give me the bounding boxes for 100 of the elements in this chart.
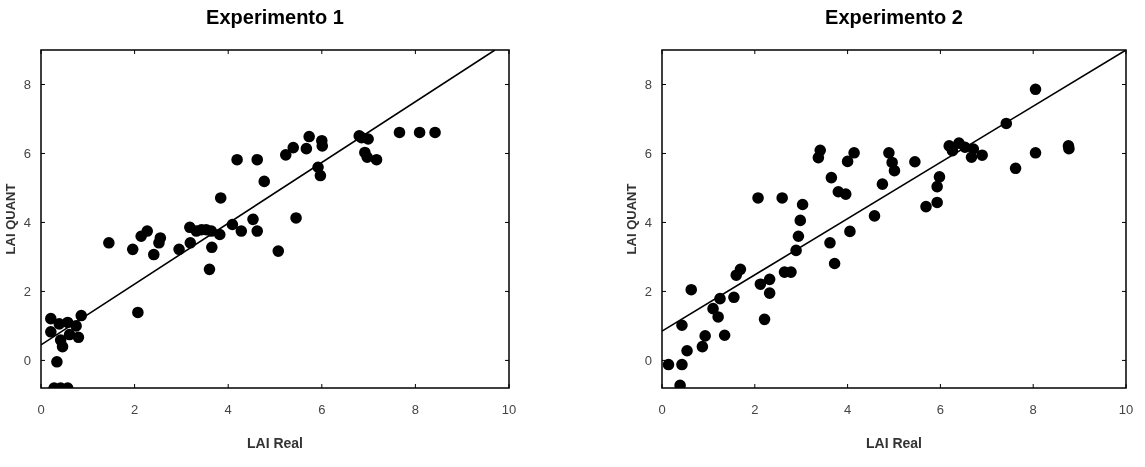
point <box>752 192 764 204</box>
point <box>1029 83 1042 96</box>
y-axis-title: LAI QUANT <box>624 183 639 255</box>
x-tick-label: 6 <box>936 402 945 417</box>
point <box>51 356 63 368</box>
point <box>290 212 302 224</box>
x-tick-label: 4 <box>843 402 852 417</box>
point <box>967 143 980 155</box>
point <box>728 291 740 304</box>
point <box>699 330 711 342</box>
point <box>825 171 838 184</box>
point <box>754 278 767 290</box>
point <box>251 153 264 166</box>
point <box>712 311 724 323</box>
y-tick-label: 2 <box>23 283 31 299</box>
point <box>976 149 988 161</box>
x-tick-label: 0 <box>37 402 45 417</box>
y-tick-label: 2 <box>644 283 652 299</box>
y-tick-label: 8 <box>644 77 652 93</box>
point <box>154 232 167 244</box>
point <box>214 192 227 204</box>
point <box>413 126 426 139</box>
y-tick-label: 6 <box>644 146 652 162</box>
point <box>429 126 441 139</box>
point <box>361 151 373 164</box>
y-tick-label: 0 <box>644 352 652 368</box>
point <box>707 302 719 315</box>
point <box>393 126 406 139</box>
point <box>287 141 300 154</box>
point <box>1029 146 1042 159</box>
point <box>758 313 771 326</box>
point <box>876 178 889 190</box>
point <box>147 248 160 261</box>
x-tick-label: 2 <box>130 402 139 417</box>
y-tick-label: 4 <box>23 215 31 230</box>
point <box>841 155 854 168</box>
point <box>718 329 731 342</box>
point <box>909 155 921 168</box>
point <box>888 164 901 177</box>
point <box>235 225 248 237</box>
point <box>794 214 807 227</box>
x-tick-label: 8 <box>1029 402 1037 417</box>
point <box>839 188 852 200</box>
point <box>734 263 747 276</box>
point <box>814 144 827 157</box>
point <box>126 243 139 256</box>
x-tick-label: 8 <box>411 402 420 417</box>
point <box>763 273 776 286</box>
y-axis-title: LAI QUANT <box>3 183 18 255</box>
point <box>279 149 292 161</box>
x-axis-title: LAI Real <box>246 435 304 451</box>
point <box>213 228 226 241</box>
point <box>231 153 243 166</box>
x-tick-label: 0 <box>658 402 666 417</box>
chart-title: Experimento 2 <box>825 6 963 28</box>
point <box>931 180 943 193</box>
point <box>920 200 932 213</box>
point <box>247 213 259 226</box>
point <box>662 358 675 371</box>
point <box>676 319 688 332</box>
point <box>72 331 85 344</box>
point <box>676 358 688 371</box>
point <box>272 245 285 257</box>
point <box>141 225 154 237</box>
point <box>45 312 57 325</box>
x-tick-label: 10 <box>501 402 517 417</box>
point <box>63 328 76 341</box>
point <box>696 340 709 353</box>
point <box>45 325 57 338</box>
point <box>883 146 895 159</box>
point <box>314 169 327 182</box>
point <box>1009 162 1022 175</box>
point <box>868 210 881 222</box>
y-tick-label: 0 <box>23 352 31 368</box>
x-tick-label: 4 <box>224 402 232 417</box>
y-tick-label: 8 <box>23 77 31 93</box>
chart-title: Experimento 1 <box>206 6 344 28</box>
point <box>848 146 860 159</box>
x-tick-label: 2 <box>751 402 759 417</box>
x-tick-label: 6 <box>318 402 326 417</box>
point <box>776 192 788 204</box>
point <box>792 230 805 243</box>
point <box>300 142 313 155</box>
point <box>763 287 776 299</box>
point <box>251 225 264 237</box>
x-axis-title: LAI Real <box>865 435 923 451</box>
point <box>685 283 698 296</box>
point <box>132 306 144 319</box>
point <box>103 237 115 249</box>
point <box>173 243 185 256</box>
point <box>828 257 841 270</box>
point <box>303 130 315 143</box>
point <box>933 171 946 183</box>
point <box>824 237 836 249</box>
point <box>370 153 383 166</box>
point <box>258 175 271 188</box>
y-tick-label: 6 <box>23 146 31 162</box>
x-tick-label: 10 <box>1118 402 1134 417</box>
point <box>931 196 943 209</box>
point <box>206 241 218 254</box>
